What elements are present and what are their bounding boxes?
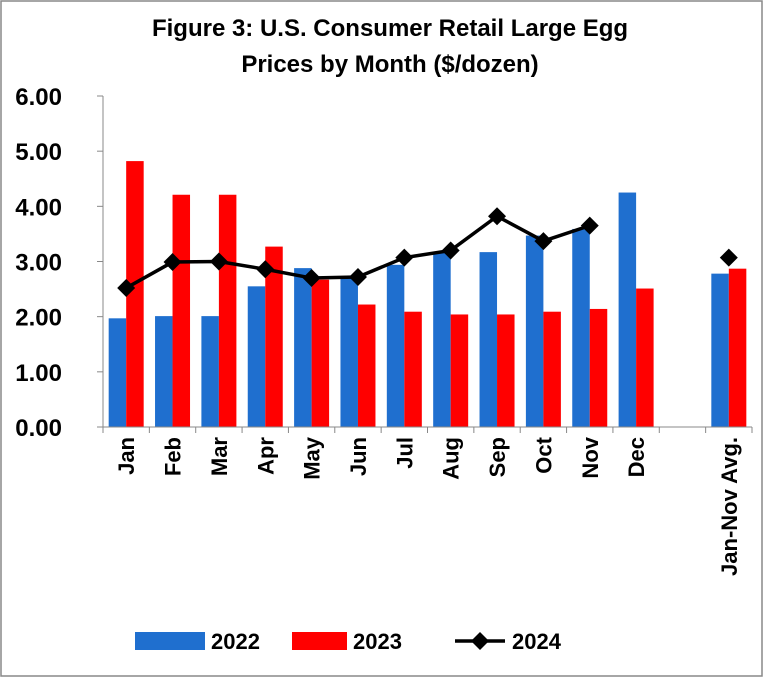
- bar: [572, 228, 590, 427]
- legend-swatch: [135, 632, 205, 650]
- y-tick-label: 3.00: [15, 250, 62, 277]
- x-tick-label: Aug: [439, 437, 464, 480]
- bar: [711, 273, 729, 427]
- legend-label: 2022: [211, 629, 260, 654]
- bar: [201, 316, 219, 427]
- line-marker: [580, 216, 599, 235]
- x-tick-label: Nov: [578, 436, 603, 478]
- x-tick-label: Apr: [253, 437, 278, 475]
- bar: [525, 235, 544, 427]
- y-tick-label: 2.00: [15, 305, 62, 332]
- legend-swatch: [471, 632, 489, 650]
- line-marker: [302, 269, 321, 288]
- y-tick-label: 6.00: [15, 84, 62, 111]
- bar: [479, 252, 498, 427]
- bar: [497, 314, 515, 427]
- line-marker: [256, 260, 275, 279]
- bar: [450, 314, 469, 427]
- bar: [357, 304, 376, 427]
- x-tick-label: May: [300, 436, 325, 480]
- bar: [340, 276, 358, 427]
- line-marker: [209, 252, 228, 271]
- bar: [728, 268, 747, 427]
- bar: [294, 268, 312, 427]
- bar: [247, 286, 266, 427]
- bar: [618, 192, 637, 427]
- bar: [218, 194, 237, 427]
- y-tick-label: 1.00: [15, 360, 62, 387]
- bar: [108, 318, 127, 427]
- bar: [265, 246, 283, 427]
- x-tick-label: Jan-Nov Avg.: [717, 437, 742, 576]
- line-marker: [441, 241, 460, 260]
- line-marker: [348, 267, 367, 286]
- x-tick-label: Feb: [161, 437, 186, 476]
- bar: [589, 308, 608, 427]
- bar: [543, 311, 561, 427]
- x-tick-label: Oct: [531, 436, 556, 473]
- line-marker: [534, 232, 553, 251]
- line-marker: [395, 248, 414, 267]
- bar: [404, 311, 422, 427]
- x-tick-label: Jul: [392, 437, 417, 469]
- x-tick-label: Jan: [114, 437, 139, 475]
- line-marker: [163, 253, 182, 272]
- bar: [155, 316, 173, 427]
- y-tick-label: 5.00: [15, 139, 62, 166]
- bar: [636, 288, 654, 427]
- bar: [172, 194, 191, 427]
- x-tick-label: Mar: [207, 437, 232, 477]
- bar: [386, 264, 405, 427]
- line-marker: [719, 248, 738, 267]
- bar: [311, 279, 330, 427]
- x-tick-label: Dec: [624, 437, 649, 477]
- legend-swatch: [292, 632, 347, 650]
- bar: [433, 252, 451, 427]
- chart-title: Prices by Month ($/dozen): [241, 51, 538, 78]
- chart-title: Figure 3: U.S. Consumer Retail Large Egg: [152, 15, 628, 42]
- x-tick-label: Jun: [346, 437, 371, 476]
- y-tick-label: 4.00: [15, 194, 62, 221]
- line-marker: [117, 278, 136, 297]
- x-tick-label: Sep: [485, 437, 510, 477]
- bar: [126, 161, 144, 427]
- y-tick-label: 0.00: [15, 415, 62, 442]
- line-marker: [488, 207, 507, 226]
- legend-label: 2023: [353, 629, 402, 654]
- legend-label: 2024: [512, 629, 562, 654]
